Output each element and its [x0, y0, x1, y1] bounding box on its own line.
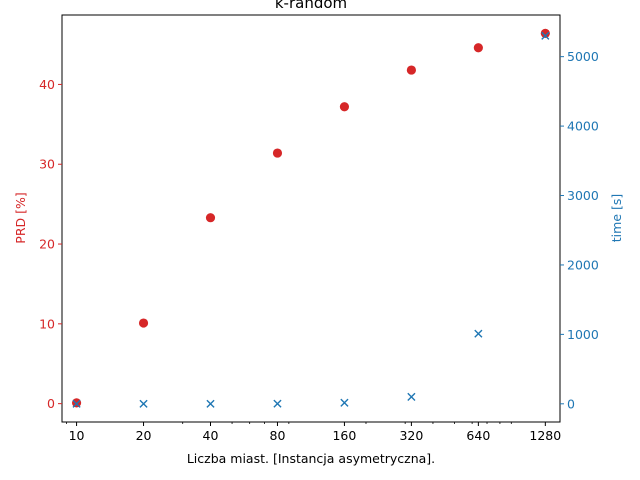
time-point-cross	[541, 31, 550, 40]
prd-point	[339, 102, 350, 112]
left-y-tick-label: 0	[47, 396, 55, 411]
time-point	[474, 329, 483, 338]
left-y-axis-title: PRD [%]	[13, 192, 28, 243]
x-tick-label: 1280	[529, 428, 561, 443]
x-axis-title: Liczba miast. [Instancja asymetryczna].	[187, 451, 435, 466]
right-y-tick-label: 3000	[567, 188, 599, 203]
right-y-tick-label: 4000	[567, 119, 599, 134]
x-tick-label: 10	[69, 428, 85, 443]
x-tick-label: 640	[466, 428, 490, 443]
right-y-tick-label: 2000	[567, 257, 599, 272]
prd-point	[473, 43, 483, 53]
chart-title: k-random	[275, 0, 347, 12]
x-tick-label: 20	[136, 428, 152, 443]
left-y-tick-label: 30	[39, 157, 55, 172]
time-point-cross	[340, 398, 349, 407]
prd-point	[272, 148, 283, 158]
prd-point	[138, 318, 149, 328]
left-y-tick-label: 40	[39, 77, 55, 92]
time-point-cross	[407, 392, 416, 401]
time-point	[206, 399, 215, 408]
prd-point	[205, 213, 216, 223]
x-tick-label: 160	[332, 428, 356, 443]
time-point-cross	[273, 399, 282, 408]
right-y-tick-label: 1000	[567, 327, 599, 342]
time-point	[340, 398, 349, 407]
left-y-tick-label: 10	[39, 316, 55, 331]
right-y-tick-label: 5000	[567, 49, 599, 64]
x-tick-label: 80	[270, 428, 286, 443]
time-point	[407, 392, 416, 401]
time-point	[273, 399, 282, 408]
x-tick-label: 40	[203, 428, 219, 443]
plot-frame	[61, 14, 561, 423]
x-tick-label: 320	[399, 428, 423, 443]
right-y-axis-title: time [s]	[609, 194, 624, 242]
time-point-cross	[206, 399, 215, 408]
time-point	[139, 399, 148, 408]
time-point	[541, 31, 550, 40]
time-point	[72, 399, 81, 408]
prd-point	[406, 65, 416, 75]
time-point-cross	[72, 399, 81, 408]
right-y-tick-label: 0	[567, 396, 575, 411]
left-y-tick-label: 20	[39, 237, 55, 252]
time-point-cross	[139, 399, 148, 408]
prd-point	[540, 28, 550, 38]
time-point-cross	[474, 329, 483, 338]
